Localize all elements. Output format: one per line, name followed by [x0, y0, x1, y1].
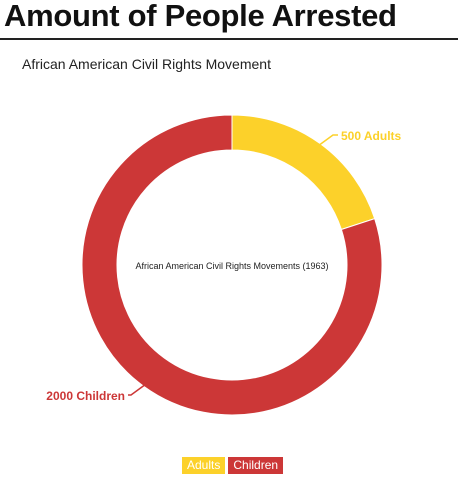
legend-item-adults[interactable]: Adults	[182, 457, 226, 474]
page-title: Amount of People Arrested	[4, 0, 397, 33]
chart-title: African American Civil Rights Movement	[22, 56, 271, 72]
label-leader-children	[128, 384, 146, 396]
legend-item-children[interactable]: Children	[228, 457, 284, 474]
donut-center-label: African American Civil Rights Movements …	[135, 261, 328, 271]
data-label-children: 2000 Children	[46, 389, 125, 403]
chart-legend: Adults Children	[182, 457, 284, 474]
label-leader-adults	[318, 134, 338, 146]
data-label-adults: 500 Adults	[341, 129, 402, 143]
donut-slice-children[interactable]	[81, 114, 383, 416]
title-divider	[0, 38, 458, 40]
